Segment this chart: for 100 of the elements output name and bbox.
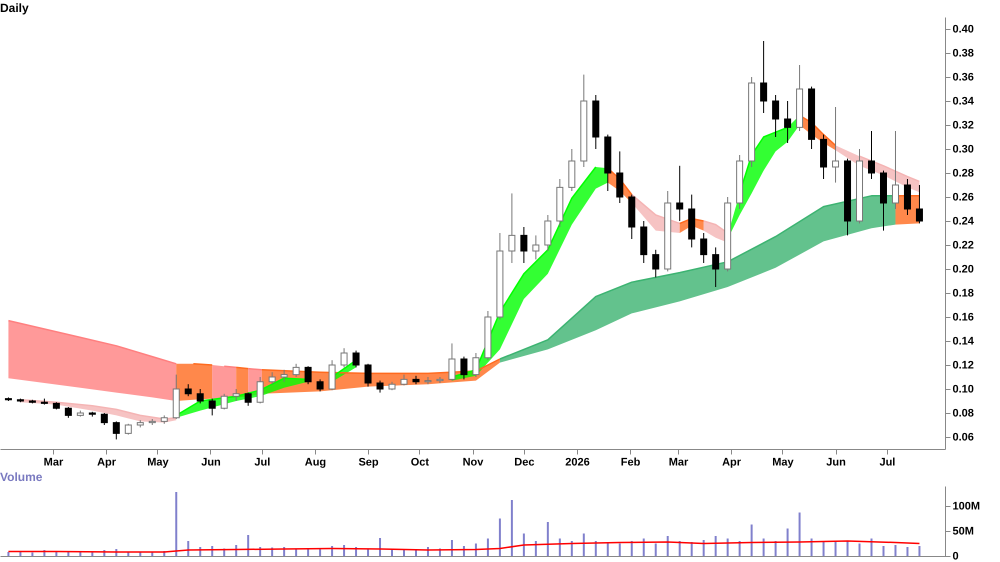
bar [654, 544, 657, 556]
x-tick-label: Jun [201, 456, 222, 468]
candlestick [892, 130, 899, 210]
y-tick-label: 0.20 [952, 264, 974, 276]
candlestick [376, 380, 384, 394]
candlestick [400, 374, 408, 386]
bar [570, 541, 573, 556]
bar [786, 528, 789, 556]
bar [582, 534, 585, 556]
y-tick-label: 0.10 [952, 384, 974, 396]
bar [534, 541, 537, 556]
x-tick-label: Sep [358, 456, 379, 468]
bar [822, 541, 825, 556]
bar [642, 538, 645, 556]
x-tick-label: Mar [44, 456, 64, 468]
candlestick [220, 393, 228, 410]
bar [762, 538, 765, 556]
line-series [8, 540, 920, 553]
x-tick-label: Jul [879, 456, 896, 468]
candlestick [112, 420, 120, 440]
candlestick [124, 423, 132, 436]
y-tick-label: 100M [952, 500, 980, 512]
candlestick [64, 406, 72, 418]
candlestick [712, 246, 720, 288]
y-tick-label: 0.14 [952, 336, 975, 348]
x-tick-label: Dec [514, 456, 534, 468]
bar [474, 544, 477, 556]
candlestick [676, 165, 684, 222]
bar [834, 542, 837, 556]
bar [846, 541, 849, 556]
bar [7, 552, 10, 556]
candlestick [520, 226, 528, 264]
x-tick-label: Feb [620, 456, 641, 468]
bar [307, 549, 310, 556]
x-tick-label: Nov [462, 456, 484, 468]
candlestick [460, 356, 468, 380]
bar [678, 541, 681, 556]
y-tick-label: 0.36 [952, 72, 974, 84]
candlestick [784, 100, 792, 144]
candlestick [208, 398, 216, 416]
candlestick [532, 234, 540, 260]
candlestick [280, 369, 288, 382]
y-tick-label: 0.40 [952, 24, 974, 36]
candlestick [328, 360, 336, 391]
bar [379, 538, 382, 556]
candlestick [340, 348, 348, 368]
candlestick [472, 352, 480, 378]
x-tick-label: Jun [826, 456, 846, 468]
bar [31, 552, 34, 556]
x-tick-label: Oct [410, 456, 430, 468]
candlestick [544, 214, 552, 252]
bar [726, 538, 729, 556]
y-tick-label: 50M [952, 526, 974, 538]
bar [187, 541, 190, 556]
x-tick-label: Apr [97, 456, 117, 468]
bar [810, 538, 813, 556]
candlestick [268, 372, 276, 385]
bar [858, 544, 861, 556]
bar [510, 500, 513, 556]
candlestick [256, 376, 264, 404]
y-tick-label: 0 [952, 550, 959, 562]
bar [522, 534, 525, 556]
y-tick-label: 0.34 [952, 96, 975, 108]
x-tick-label: May [147, 456, 170, 468]
y-tick-label: 0.08 [952, 408, 974, 420]
candlestick [304, 366, 312, 385]
candlestick [244, 392, 252, 406]
bar [882, 546, 884, 556]
x-tick-label: May [772, 456, 795, 468]
y-tick-label: 0.32 [952, 120, 974, 132]
candlestick [292, 363, 300, 378]
candlestick [904, 178, 911, 216]
bar [894, 545, 896, 556]
candlestick [364, 363, 372, 388]
candlestick [772, 94, 780, 138]
y-tick-label: 0.28 [952, 168, 974, 180]
candlestick [100, 412, 108, 426]
candlestick [868, 130, 875, 180]
bar [594, 541, 597, 556]
y-tick-label: 0.26 [952, 192, 974, 204]
y-tick-label: 0.12 [952, 360, 974, 372]
y-tick-label: 0.38 [952, 48, 974, 60]
y-tick-label: 0.06 [952, 432, 974, 444]
y-tick-label: 0.24 [952, 216, 975, 228]
bar [247, 535, 250, 556]
x-tick-label: Jul [254, 456, 270, 468]
x-tick-label: 2026 [565, 456, 590, 468]
candlestick [916, 184, 923, 224]
candlestick [196, 388, 204, 404]
candlestick [700, 232, 708, 264]
candlestick [232, 388, 240, 402]
y-tick-label: 0.16 [952, 312, 974, 324]
candlestick [652, 249, 660, 278]
bar [403, 550, 405, 556]
bar [367, 549, 370, 556]
bar [486, 538, 489, 556]
bar [774, 541, 777, 556]
bar [798, 512, 801, 556]
y-tick-label: 0.22 [952, 240, 974, 252]
bar [870, 538, 872, 556]
